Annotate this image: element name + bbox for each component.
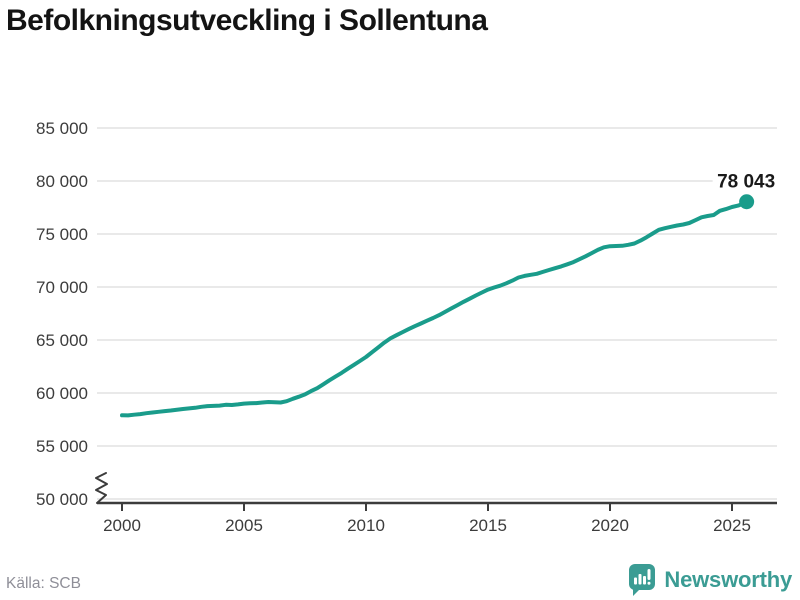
y-axis-tick-label: 50 000 <box>36 490 88 509</box>
endpoint-label-bg <box>712 168 780 193</box>
y-axis-tick-label: 65 000 <box>36 331 88 350</box>
endpoint-label: 78 043 <box>717 172 775 193</box>
y-axis-tick-label: 60 000 <box>36 384 88 403</box>
chart-title: Befolkningsutveckling i Sollentuna <box>6 4 488 37</box>
axis-break-icon <box>95 472 108 504</box>
x-axis-tick-label: 2005 <box>225 516 263 535</box>
population-line <box>120 199 749 418</box>
x-axis-tick-label: 2000 <box>103 516 141 535</box>
brand-name: Newsworthy <box>664 567 792 592</box>
x-axis-tick-label: 2025 <box>713 516 751 535</box>
y-axis-tick-label: 85 000 <box>36 119 88 138</box>
x-axis-tick-label: 2020 <box>591 516 629 535</box>
newsworthy-logo[interactable]: Newsworthy <box>628 563 792 597</box>
newsworthy-icon <box>629 564 656 596</box>
y-axis-tick-label: 55 000 <box>36 437 88 456</box>
y-axis-tick-label: 75 000 <box>36 225 88 244</box>
x-axis-tick-label: 2010 <box>347 516 385 535</box>
x-axis-tick-label: 2015 <box>469 516 507 535</box>
endpoint-dot <box>739 194 755 210</box>
y-axis-tick-label: 80 000 <box>36 172 88 191</box>
y-axis-tick-label: 70 000 <box>36 278 88 297</box>
source-label: Källa: SCB <box>6 575 81 592</box>
